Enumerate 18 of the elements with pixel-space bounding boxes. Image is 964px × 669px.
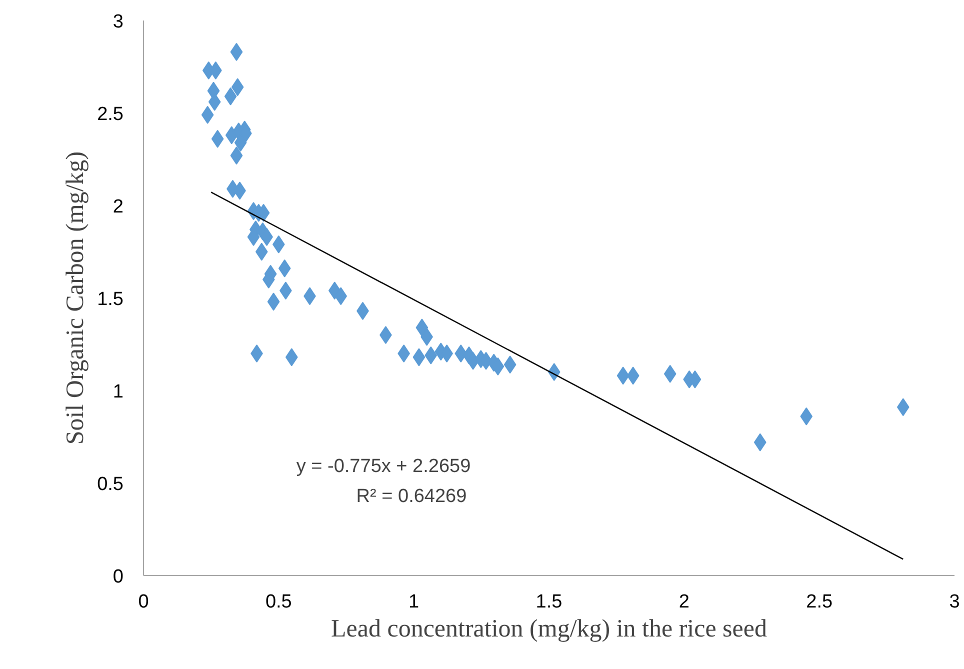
y-tick-label: 0.5 xyxy=(97,474,124,495)
annotation: y = -0.775x + 2.2659 xyxy=(296,456,471,477)
y-tick-label: 2.5 xyxy=(97,104,124,125)
x-tick-label: 0 xyxy=(138,592,149,612)
x-axis-title: Lead concentration (mg/kg) in the rice seed xyxy=(331,616,768,642)
x-tick-label: 2 xyxy=(678,592,690,612)
x-tick-label: 2.5 xyxy=(806,592,833,612)
y-tick-label: 1.5 xyxy=(97,289,124,310)
y-tick-label: 2 xyxy=(112,196,124,218)
x-tick-label: 1 xyxy=(408,592,420,612)
y-tick-label: 0 xyxy=(112,566,124,588)
x-tick-label: 3 xyxy=(949,592,960,612)
x-tick-label: 0.5 xyxy=(265,592,292,612)
y-tick-label: 3 xyxy=(112,12,124,32)
annotation: R² = 0.64269 xyxy=(356,486,467,507)
x-tick-label: 1.5 xyxy=(536,592,562,612)
y-tick-label: 1 xyxy=(112,382,124,402)
y-axis-title: Soil Organic Carbon (mg/kg) xyxy=(62,151,90,445)
